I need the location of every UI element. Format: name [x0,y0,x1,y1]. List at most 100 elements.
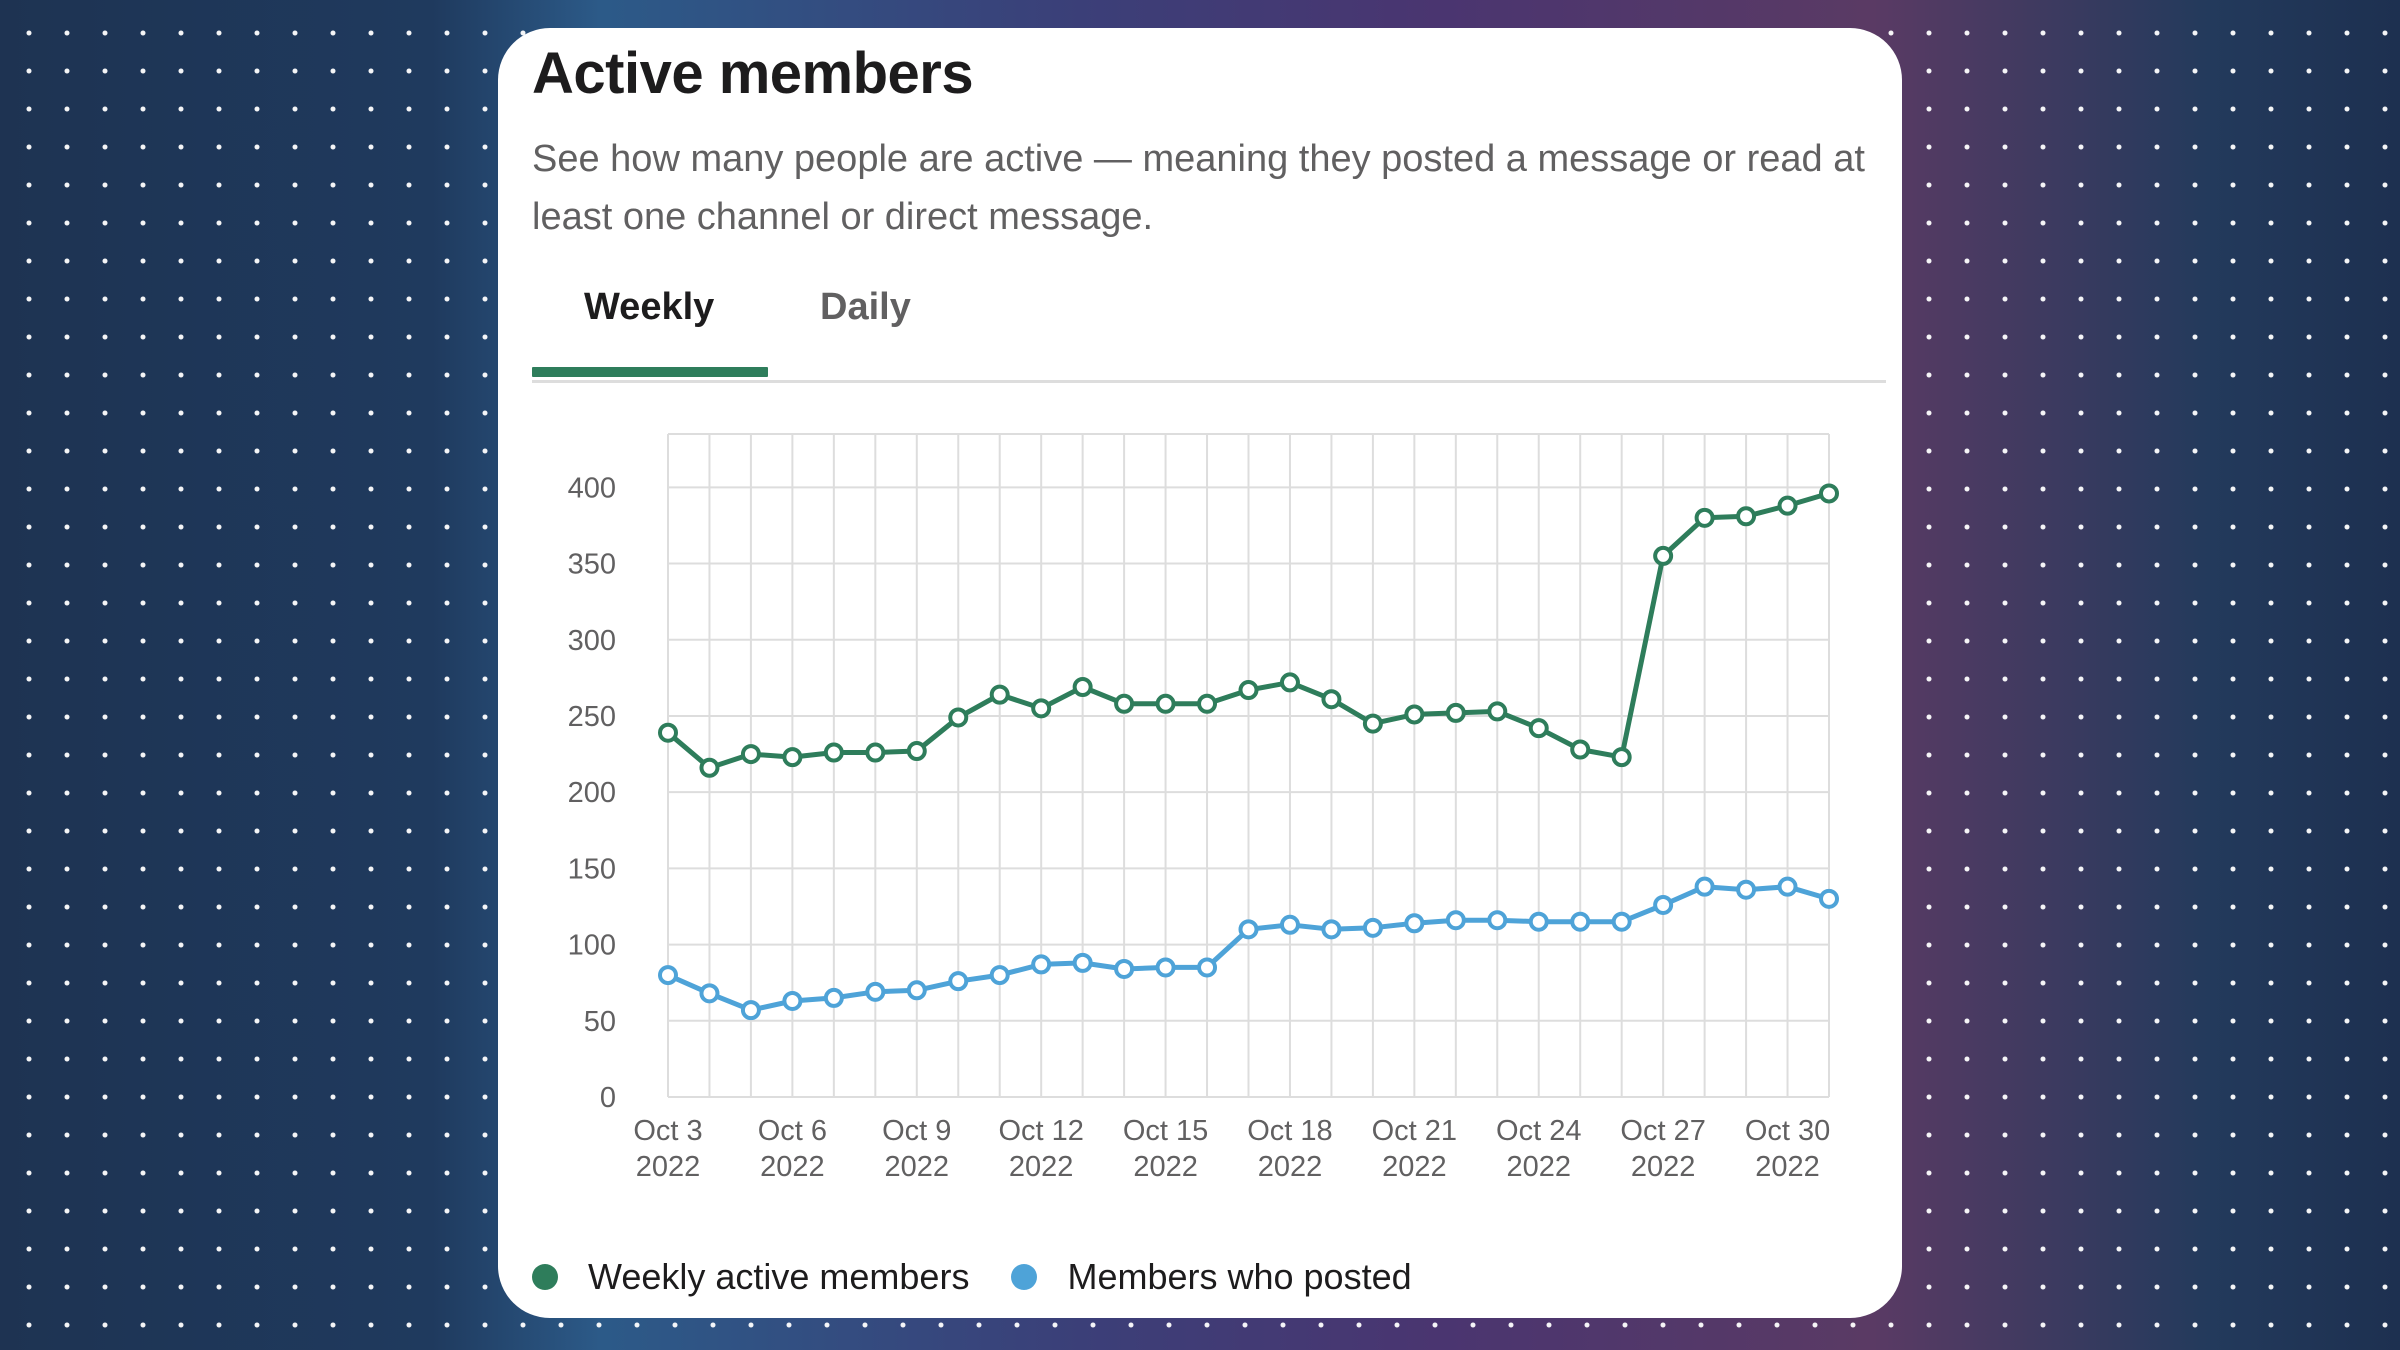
data-point-weekly-active [740,744,761,765]
data-point-weekly-active [1114,693,1135,714]
data-point-members-posted [658,965,678,986]
x-tick-label: Oct 30 [1745,1115,1830,1147]
data-point-members-posted [1445,910,1466,931]
x-tick-label-year: 2022 [636,1151,701,1183]
page-title: Active members [532,41,974,106]
active-tab-indicator [532,367,768,377]
data-point-weekly-active [782,747,803,768]
data-point-members-posted [1031,954,1052,975]
legend-label-weekly-active: Weekly active members [588,1256,970,1297]
y-tick-label: 350 [568,549,616,581]
data-point-members-posted [740,1000,761,1021]
page-subtitle: See how many people are active — meaning… [532,138,1865,238]
active-members-card: Active members See how many people are a… [498,28,1902,1318]
data-point-members-posted [1487,910,1508,931]
data-point-weekly-active [1362,713,1383,734]
x-tick-label: Oct 12 [998,1115,1083,1147]
data-point-members-posted [1611,911,1632,932]
data-point-weekly-active [989,684,1010,705]
y-tick-label: 150 [568,853,616,885]
data-point-weekly-active [1238,680,1259,701]
data-point-weekly-active [1528,718,1549,739]
x-tick-label-year: 2022 [1009,1151,1074,1183]
x-tick-label-year: 2022 [1133,1151,1198,1183]
data-point-members-posted [865,981,886,1002]
data-point-members-posted [1694,876,1715,897]
x-tick-label: Oct 3 [633,1115,702,1147]
data-point-members-posted [782,990,803,1011]
data-point-members-posted [1570,911,1591,932]
data-point-members-posted [1819,888,1839,909]
data-point-weekly-active [1819,483,1839,504]
x-tick-label: Oct 15 [1123,1115,1208,1147]
data-point-weekly-active [906,741,927,762]
x-tick-label-year: 2022 [885,1151,950,1183]
data-point-weekly-active [1445,702,1466,723]
x-tick-label: Oct 27 [1620,1115,1705,1147]
data-point-weekly-active [865,742,886,763]
data-point-weekly-active [1487,701,1508,722]
data-point-members-posted [823,987,844,1008]
data-point-members-posted [1404,913,1425,934]
legend-item-members-posted: Members who posted [1011,1256,1412,1298]
data-point-weekly-active [948,707,969,728]
data-point-members-posted [1114,958,1135,979]
data-point-members-posted [989,965,1010,986]
data-point-members-posted [1528,911,1549,932]
data-point-weekly-active [823,742,844,763]
x-tick-label: Oct 9 [882,1115,951,1147]
tab-divider [532,380,1886,383]
data-point-weekly-active [1694,507,1715,528]
y-tick-label: 400 [568,472,616,504]
data-point-members-posted [1279,914,1300,935]
data-point-members-posted [1362,917,1383,938]
x-tick-label: Oct 21 [1372,1115,1457,1147]
data-point-weekly-active [1072,677,1093,698]
chart-legend: Weekly active members Members who posted [532,1252,1454,1302]
x-tick-label-year: 2022 [1755,1151,1820,1183]
data-point-members-posted [1777,876,1798,897]
data-point-weekly-active [1404,704,1425,725]
data-point-members-posted [1197,957,1218,978]
data-point-weekly-active [1197,693,1218,714]
data-point-weekly-active [1736,506,1757,527]
x-tick-label-year: 2022 [1258,1151,1323,1183]
data-point-weekly-active [1570,739,1591,760]
y-tick-label: 300 [568,625,616,657]
data-point-members-posted [1238,919,1259,940]
y-tick-label: 200 [568,777,616,809]
legend-label-members-posted: Members who posted [1067,1256,1412,1297]
data-point-members-posted [1653,894,1674,915]
data-point-weekly-active [1031,698,1052,719]
x-tick-label-year: 2022 [760,1151,825,1183]
data-point-weekly-active [1777,495,1798,516]
data-point-weekly-active [699,757,720,778]
data-point-members-posted [1321,919,1342,940]
x-tick-label-year: 2022 [1631,1151,1696,1183]
y-tick-label: 50 [584,1006,616,1038]
data-point-weekly-active [658,722,678,743]
tab-daily[interactable]: Daily [820,286,911,328]
legend-swatch-weekly-active [532,1264,558,1290]
y-tick-label: 250 [568,701,616,733]
data-point-members-posted [699,983,720,1004]
active-members-line-chart: 0 50 100 150 200 250 300 350 400 Oct 3 2022 Oct 6 20… [568,433,1839,1183]
data-point-weekly-active [1155,693,1176,714]
x-tick-label: Oct 18 [1247,1115,1332,1147]
data-point-weekly-active [1653,545,1674,566]
tab-bar: Weekly Daily [532,256,1886,383]
data-point-members-posted [906,980,927,1001]
legend-item-weekly-active: Weekly active members [532,1256,969,1298]
tab-weekly[interactable]: Weekly [584,286,715,328]
data-point-weekly-active [1279,672,1300,693]
data-point-members-posted [1072,952,1093,973]
x-tick-label-year: 2022 [1506,1151,1571,1183]
y-tick-label: 100 [568,930,616,962]
x-tick-label: Oct 6 [758,1115,827,1147]
x-tick-label-year: 2022 [1382,1151,1447,1183]
data-point-weekly-active [1321,689,1342,710]
x-tick-label: Oct 24 [1496,1115,1581,1147]
data-point-members-posted [1736,879,1757,900]
data-point-members-posted [1155,957,1176,978]
legend-swatch-members-posted [1011,1264,1038,1290]
